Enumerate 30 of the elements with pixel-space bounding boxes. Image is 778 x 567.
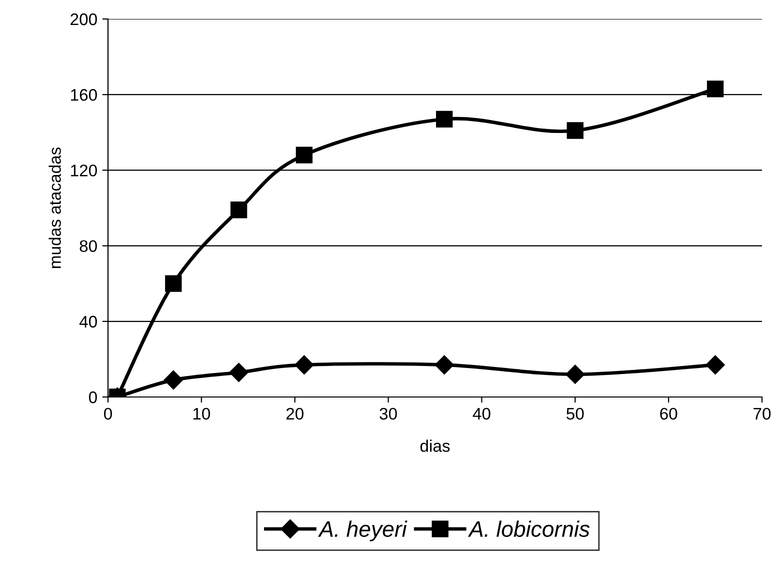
point	[706, 355, 725, 374]
y-tick-label: 160	[71, 89, 97, 101]
point	[165, 275, 182, 292]
x-tick-label: 10	[193, 408, 210, 420]
x-tick-label: 0	[104, 408, 112, 420]
point	[230, 202, 248, 218]
y-tick-label: 40	[79, 316, 97, 328]
x-tick-label: 40	[472, 408, 490, 420]
x-tick-label: 50	[566, 408, 584, 420]
legend-label: A. lobicornis	[468, 520, 590, 537]
y-tick-label: 120	[71, 164, 97, 176]
point	[566, 364, 585, 384]
point	[706, 80, 724, 98]
x-tick-label: 60	[660, 408, 678, 420]
y-tick-label: 200	[70, 13, 97, 26]
x-axis-title: dias	[420, 440, 450, 452]
point	[164, 370, 183, 390]
x-tick-label: 30	[380, 408, 397, 420]
legend-label: A. heyeri	[318, 520, 408, 542]
point	[436, 110, 453, 128]
point	[296, 146, 313, 164]
x-tick-label: 20	[286, 408, 304, 420]
x-tick-label: 70	[754, 408, 771, 420]
y-tick-label: 0	[88, 391, 97, 404]
point	[229, 362, 248, 382]
point	[434, 355, 454, 374]
point	[566, 122, 584, 139]
point	[294, 355, 314, 374]
y-axis-title: mudas atacadas	[48, 147, 61, 268]
y-tick-label: 80	[80, 240, 97, 252]
